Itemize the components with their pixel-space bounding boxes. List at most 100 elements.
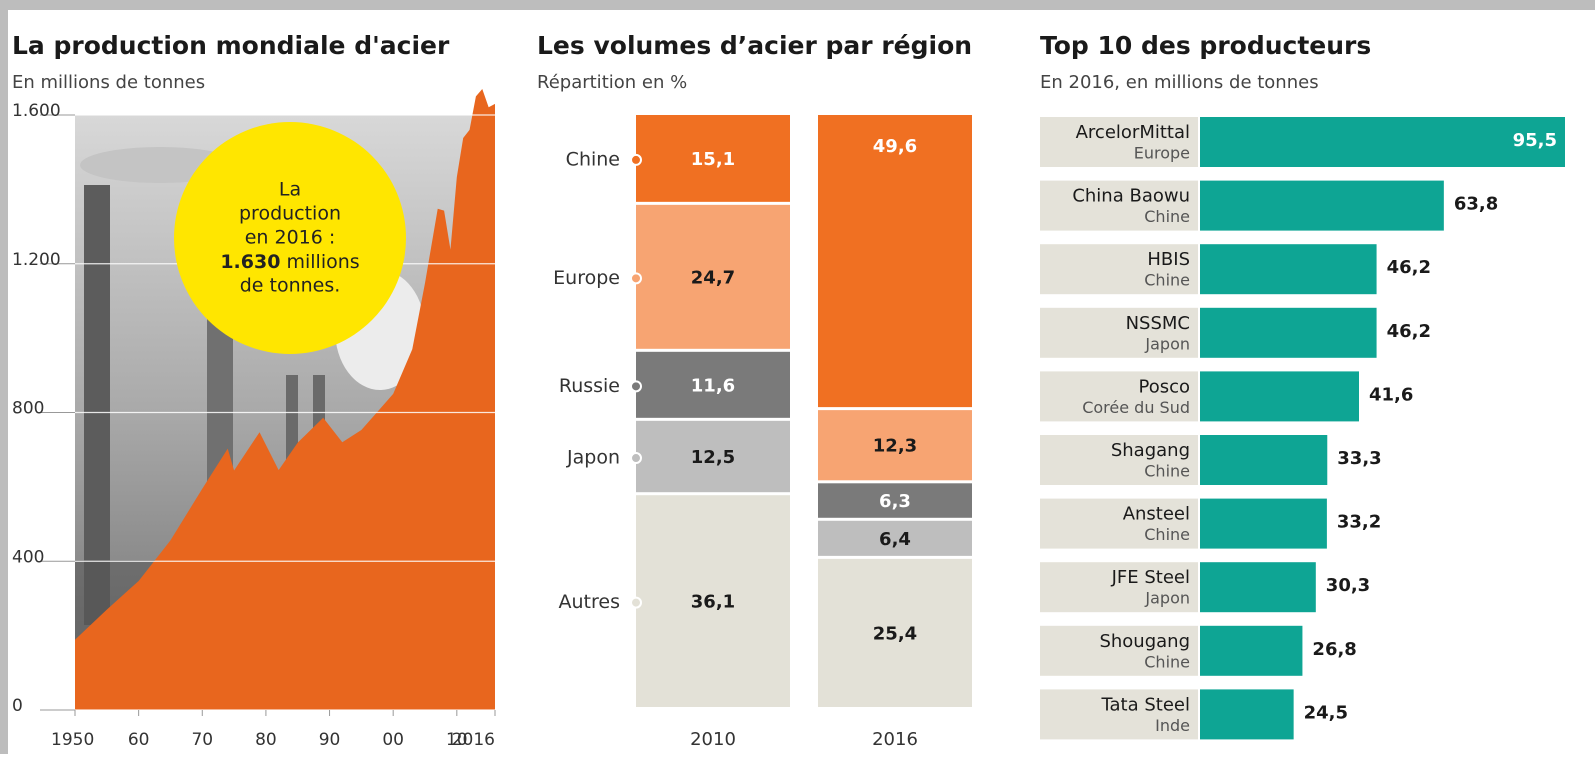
category-label: Ansteel (1123, 504, 1190, 525)
category-label: ArcelorMittal (1076, 122, 1190, 143)
label-box (1040, 180, 1198, 231)
bar (1200, 117, 1565, 167)
data-label: 95,5 (1513, 130, 1557, 151)
annotation-text: 1.630 millions (220, 251, 359, 273)
x-tick-label: 10 (446, 730, 468, 750)
area (75, 88, 495, 710)
bar (1200, 180, 1444, 231)
data-label: 46,2 (1387, 257, 1431, 278)
data-label: 46,2 (1387, 321, 1431, 342)
chart-title: La production mondiale d'acier (12, 31, 450, 60)
y-tick-label: 0 (12, 696, 23, 716)
bar-segment (636, 115, 790, 202)
data-label: 15,1 (691, 149, 735, 170)
bar (1200, 371, 1359, 422)
x-tick-label: 1950 (51, 730, 94, 750)
legend-dot (630, 452, 642, 465)
bar (1200, 689, 1294, 740)
category-label: HBIS (1147, 249, 1190, 270)
legend-label: Autres (559, 591, 620, 613)
country-label: Chine (1144, 525, 1190, 544)
chart-subtitle: En 2016, en millions de tonnes (1040, 72, 1319, 93)
legend-dot (630, 380, 642, 393)
data-label: 63,8 (1454, 194, 1498, 215)
bar-segment (636, 495, 790, 707)
country-label: Corée du Sud (1082, 398, 1190, 417)
data-label: 12,3 (873, 436, 917, 457)
category-label: China Baowu (1072, 186, 1190, 207)
bar (1200, 498, 1327, 549)
data-label: 33,2 (1337, 512, 1381, 533)
y-tick-label: 800 (12, 399, 44, 419)
bar-segment (818, 558, 972, 707)
chart-title: Top 10 des producteurs (1040, 31, 1371, 60)
label-box (1040, 244, 1198, 295)
annotation-text: La (279, 179, 301, 201)
country-label: Chine (1144, 652, 1190, 671)
bar (1200, 562, 1316, 613)
bar-segment (818, 520, 972, 556)
y-tick-label: 400 (12, 547, 44, 567)
legend-label: Europe (553, 267, 620, 289)
label-box (1040, 625, 1198, 676)
annotation-text: production (239, 203, 341, 225)
data-label: 49,6 (873, 136, 917, 157)
annotation-text: de tonnes. (240, 275, 341, 297)
bar-segment (818, 483, 972, 518)
x-tick-label: 90 (319, 730, 341, 750)
bar-segment (636, 204, 790, 349)
x-tick-label: 00 (382, 730, 404, 750)
data-label: 12,5 (691, 447, 735, 468)
category-label: NSSMC (1126, 313, 1190, 334)
bar-segment (636, 351, 790, 418)
label-box (1040, 498, 1198, 549)
chart-subtitle: Répartition en % (537, 72, 687, 93)
country-label: Chine (1144, 462, 1190, 481)
label-box (1040, 562, 1198, 613)
x-tick-label: 2016 (452, 730, 495, 750)
legend-dot (630, 596, 642, 609)
data-label: 36,1 (691, 592, 735, 613)
category-label: Shougang (1099, 631, 1190, 652)
y-tick-label: 1.200 (12, 250, 61, 270)
annotation-text: millions (286, 251, 359, 273)
bar-segment (636, 420, 790, 493)
legend-dot (630, 272, 642, 285)
bar (1200, 435, 1328, 485)
label-box (1040, 689, 1198, 740)
x-tick-label: 60 (128, 730, 150, 750)
chimney (84, 185, 110, 625)
legend-label: Chine (566, 148, 620, 170)
label-box (1040, 307, 1198, 358)
category-label: JFE Steel (1111, 567, 1190, 588)
label-box (1040, 435, 1198, 485)
legend-dot (630, 153, 642, 166)
country-label: Chine (1144, 271, 1190, 290)
country-label: Chine (1144, 207, 1190, 226)
country-label: Japon (1144, 334, 1190, 353)
label-box (1040, 371, 1198, 422)
legend-label: Russie (559, 375, 620, 397)
annotation-highlight: 1.630 (220, 251, 280, 273)
category-label: Shagang (1111, 440, 1190, 461)
bar-segment (818, 410, 972, 481)
bar (1200, 625, 1303, 676)
annotation-bubble (174, 122, 406, 354)
data-label: 24,7 (691, 267, 735, 288)
data-label: 26,8 (1312, 639, 1356, 660)
data-label: 11,6 (691, 375, 735, 396)
data-label: 30,3 (1326, 575, 1370, 596)
data-label: 33,3 (1337, 448, 1381, 469)
data-label: 41,6 (1369, 384, 1413, 405)
x-tick-label: 2010 (690, 729, 736, 750)
legend-label: Japon (566, 447, 620, 469)
country-label: Europe (1134, 144, 1190, 163)
country-label: Inde (1155, 716, 1190, 735)
category-label: Tata Steel (1101, 694, 1191, 715)
x-tick-label: 70 (191, 730, 213, 750)
data-label: 25,4 (873, 623, 917, 644)
country-label: Japon (1144, 589, 1190, 608)
y-tick-label: 1.600 (12, 101, 61, 121)
